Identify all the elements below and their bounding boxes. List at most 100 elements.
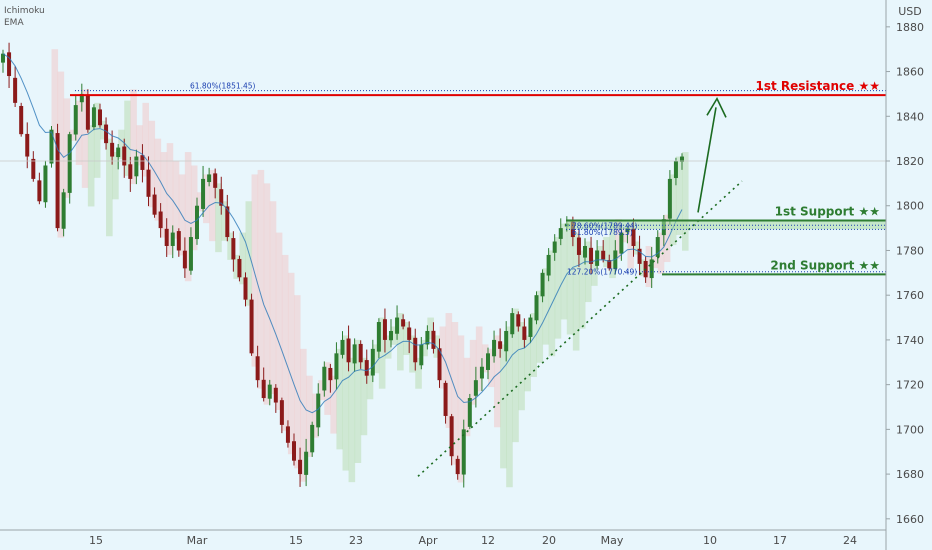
cloud-segment (275, 232, 283, 410)
cloud-segment (263, 183, 271, 405)
support-label: 1st Support ★★ (775, 204, 880, 218)
candle-body (655, 237, 660, 257)
candle-body (304, 451, 309, 475)
cloud-segment (469, 339, 477, 405)
cloud-segment (190, 165, 198, 251)
trendline (417, 180, 743, 477)
candle-body (43, 165, 48, 203)
candle-body (225, 206, 230, 238)
candle-body (316, 393, 321, 428)
candle-body (49, 129, 54, 164)
cloud-segment (603, 237, 610, 268)
candle-body (479, 366, 484, 379)
y-tick-label: 1700 (896, 423, 924, 436)
candle-body (31, 158, 36, 179)
y-tick-label: 1720 (896, 379, 924, 392)
y-tick-label: 1800 (896, 200, 924, 213)
cloud-segment (451, 322, 459, 465)
y-tick-label: 1840 (896, 110, 924, 123)
cloud-segment (269, 201, 277, 395)
cloud-segment (463, 357, 471, 437)
cloud-segment (560, 223, 568, 320)
candle-body (413, 337, 418, 363)
candle-body (334, 353, 339, 380)
candle-body (576, 237, 581, 255)
candle-body (498, 341, 503, 349)
candle-body (182, 250, 187, 269)
candle-body (431, 330, 436, 349)
cloud-segment (682, 152, 689, 251)
cloud-segment (184, 152, 192, 282)
cloud-segment (391, 326, 398, 345)
cloud-segment (57, 71, 65, 238)
fib-label: 61.80%(1851.45) (190, 82, 256, 91)
candle-body (540, 272, 545, 297)
candle-body (504, 330, 509, 352)
x-tick-label: Apr (418, 534, 438, 547)
candle-body (213, 173, 218, 188)
candle-body (1, 53, 5, 63)
candle-body (219, 189, 224, 206)
candle-body (134, 156, 139, 177)
y-tick-label: 1880 (896, 21, 924, 34)
candle-body (461, 429, 466, 475)
candle-body (237, 258, 242, 278)
candle-body (455, 458, 460, 475)
candle-body (346, 338, 351, 363)
cloud-segment (366, 371, 374, 400)
candle-body (358, 343, 363, 363)
cloud-segment (87, 125, 95, 207)
candle-body (589, 247, 594, 264)
cloud-segment (639, 259, 647, 277)
indicator-ichimoku: Ichimoku (4, 6, 45, 16)
y-tick-label: 1780 (896, 244, 924, 257)
cloud-segment (209, 169, 216, 242)
candle-body (419, 344, 424, 366)
candle-body (188, 237, 193, 271)
cloud-segment (257, 169, 265, 389)
candle-body (437, 348, 442, 381)
candle-body (583, 245, 587, 258)
candle-body (255, 356, 260, 381)
x-tick-label: May (601, 534, 624, 547)
ema-line (2, 53, 683, 414)
cloud-segment (530, 313, 537, 377)
candle-body (637, 248, 642, 264)
candle-body (546, 254, 551, 276)
cloud-segment (106, 138, 113, 237)
candle-body (486, 353, 490, 370)
candle-body (376, 322, 381, 352)
candle-body (91, 107, 96, 128)
y-tick-label: 1680 (896, 468, 924, 481)
candle-body (98, 109, 102, 126)
fib-label: 61.80%(1789.5) (572, 228, 633, 237)
candle-body (128, 164, 133, 179)
candle-body (601, 250, 606, 260)
candle-body (382, 319, 387, 340)
candle-body (680, 156, 684, 162)
cloud-segment (657, 232, 665, 274)
cloud-segment (427, 317, 434, 340)
y-tick-label: 1740 (896, 334, 924, 347)
candle-body (607, 260, 612, 269)
cloud-segment (93, 102, 101, 178)
cloud-segment (336, 348, 343, 450)
candle-body (631, 228, 636, 246)
fib-label: 127.20%(1770.49) (567, 268, 637, 277)
candle-body (267, 384, 272, 399)
cloud-segment (494, 335, 501, 428)
candle-body (516, 314, 521, 327)
y-tick-label: 1760 (896, 289, 924, 302)
candle-body (395, 317, 400, 334)
candle-body (619, 232, 624, 254)
cloud-segment (475, 326, 483, 392)
cloud-segment (112, 152, 119, 200)
candle-body (667, 178, 672, 219)
candle-body (104, 124, 109, 144)
cloud-segment (51, 49, 59, 139)
candle-body (279, 400, 284, 425)
candle-body (67, 134, 72, 193)
cloud-segment (154, 138, 162, 221)
